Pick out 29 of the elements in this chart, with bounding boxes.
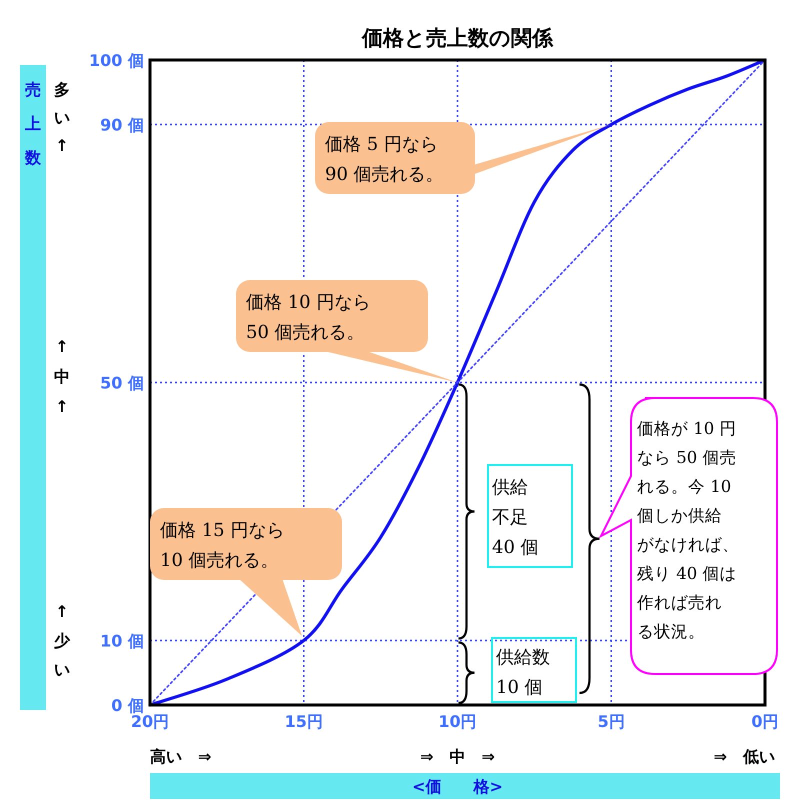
annotation: 価格 10 円なら50 個売れる。 xyxy=(246,292,370,343)
x-tick-label: 20円 xyxy=(130,712,170,731)
callout: 価格 5 円なら90 個売れる。 xyxy=(315,122,612,194)
annotation: 価格が 10 円なら 50 個売れる。今 10個しか供給がなければ、残り 40 個は作れば売れる状況。 xyxy=(636,419,739,641)
chart-title: 価格と売上数の関係 xyxy=(361,26,554,50)
y-tick-label: 100 個 xyxy=(89,51,144,70)
annotation: 価格 5 円なら90 個売れる。 xyxy=(325,134,444,185)
text: ⇒ 中 ⇒ xyxy=(420,747,495,766)
x-tick-label: 5円 xyxy=(598,712,625,731)
text: ↑少い xyxy=(54,602,71,679)
y-axis-title: 売上数 xyxy=(24,80,42,167)
annotation: 供給不足40 個 xyxy=(492,477,539,558)
x-tick-label: 10円 xyxy=(438,712,477,731)
annotation: 供給数10 個 xyxy=(496,647,550,698)
text: ↑中↑ xyxy=(54,337,70,416)
y-tick-label: 10 個 xyxy=(100,632,144,650)
y-tick-label: 0 個 xyxy=(111,696,144,715)
callout-note: 価格が 10 円なら 50 個売れる。今 10個しか供給がなければ、残り 40 個は作れば売れる状況。 xyxy=(600,397,778,675)
callout: 価格 10 円なら50 個売れる。 xyxy=(236,280,458,382)
x-tick-label: 0円 xyxy=(751,712,779,731)
text: 多い↑ xyxy=(54,80,70,155)
y-tick-label: 50 個 xyxy=(100,374,144,392)
text: ⇒ 低い xyxy=(714,747,775,766)
annotation: 価格 15 円なら10 個売れる。 xyxy=(160,520,284,571)
y-tick-label: 90 個 xyxy=(100,116,144,134)
callout: 価格 15 円なら10 個売れる。 xyxy=(150,508,342,636)
text: 高い ⇒ xyxy=(150,747,212,766)
x-axis-title: <価 格> xyxy=(412,777,503,796)
x-tick-label: 15円 xyxy=(284,712,323,731)
